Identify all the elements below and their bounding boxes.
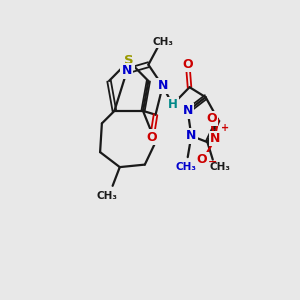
Text: CH₃: CH₃ [176, 162, 197, 172]
Text: S: S [124, 55, 134, 68]
Text: H: H [168, 98, 178, 111]
Text: CH₃: CH₃ [209, 162, 230, 172]
Text: −: − [208, 157, 218, 166]
Text: O: O [197, 153, 207, 166]
Text: O: O [207, 112, 217, 125]
Text: N: N [210, 132, 220, 145]
Text: CH₃: CH₃ [152, 37, 173, 47]
Text: O: O [182, 58, 193, 71]
Text: N: N [186, 129, 196, 142]
Text: CH₃: CH₃ [97, 191, 118, 201]
Text: +: + [221, 123, 229, 133]
Text: N: N [122, 64, 132, 77]
Text: O: O [147, 130, 157, 144]
Text: N: N [182, 104, 193, 117]
Text: N: N [158, 80, 168, 92]
